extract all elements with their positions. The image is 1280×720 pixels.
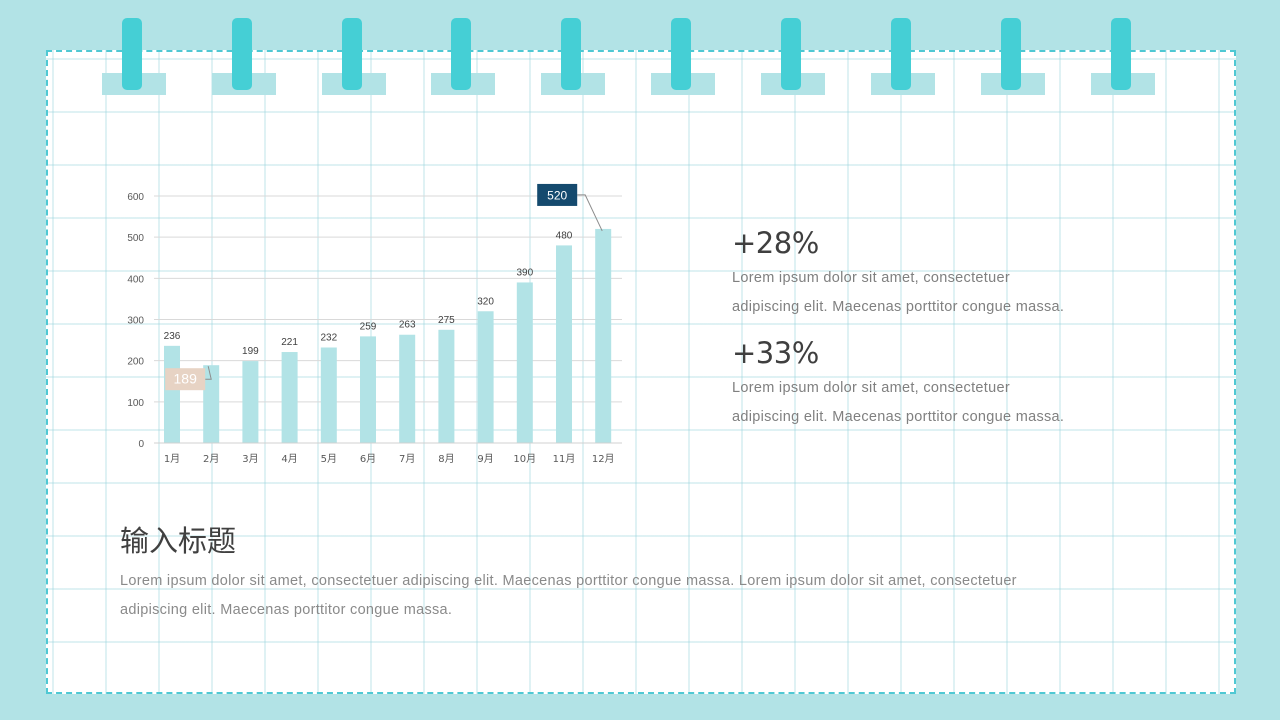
data-label: 320 — [477, 296, 494, 307]
binder-ring — [1001, 18, 1021, 90]
bar — [438, 329, 455, 443]
binder-ring — [342, 18, 362, 90]
stat-block-1: +28% Lorem ipsum dolor sit amet, consect… — [732, 226, 1152, 322]
data-label: 236 — [164, 331, 181, 342]
monthly-bar-chart: 0 100 200 300 400 500 600 236 1月 2月 199 3月 221 4月 232 5… — [127, 183, 622, 465]
bar — [360, 336, 376, 443]
binder-ring — [671, 18, 691, 90]
y-tick-label: 100 — [127, 398, 144, 409]
x-tick-label: 7月 — [399, 453, 415, 465]
stat-description-line: adipiscing elit. Maecenas porttitor cong… — [732, 409, 1065, 425]
data-label: 390 — [516, 267, 533, 278]
section-description-line: Lorem ipsum dolor sit amet, consectetuer… — [120, 573, 1017, 589]
x-tick-label: 10月 — [513, 453, 536, 465]
data-label: 221 — [281, 337, 298, 348]
bar — [516, 282, 533, 443]
bar — [242, 361, 259, 443]
binder-ring — [1111, 18, 1131, 90]
bar — [399, 334, 416, 443]
y-tick-label: 400 — [127, 274, 144, 285]
stat-block-2: +33% Lorem ipsum dolor sit amet, consect… — [732, 336, 1152, 432]
binder-ring — [232, 18, 252, 90]
data-label: 199 — [242, 346, 259, 357]
binder-ring — [781, 18, 801, 90]
data-label: 275 — [438, 315, 455, 326]
binder-ring — [561, 18, 581, 90]
notebook-paper — [46, 50, 1236, 694]
bar — [477, 311, 494, 443]
data-label: 232 — [320, 332, 337, 343]
y-tick-label: 200 — [127, 357, 144, 368]
section-description-line: adipiscing elit. Maecenas porttitor cong… — [120, 602, 453, 618]
y-tick-label: 500 — [127, 233, 144, 244]
x-tick-label: 1月 — [164, 453, 180, 465]
binder-ring — [451, 18, 471, 90]
stat-description-line: Lorem ipsum dolor sit amet, consectetuer — [732, 270, 1010, 286]
x-tick-label: 11月 — [553, 453, 576, 465]
x-tick-label: 9月 — [477, 453, 493, 465]
stat-description: Lorem ipsum dolor sit amet, consectetuer… — [732, 264, 1152, 322]
x-tick-label: 12月 — [592, 453, 615, 465]
stat-value: +28% — [732, 226, 819, 260]
data-label: 263 — [399, 320, 416, 331]
callout-label: 189 — [174, 371, 198, 387]
data-label: 259 — [360, 321, 377, 332]
stat-description-line: adipiscing elit. Maecenas porttitor cong… — [732, 299, 1065, 315]
binder-ring — [891, 18, 911, 90]
bar — [281, 352, 298, 443]
section-title: 输入标题 — [120, 524, 237, 558]
callout-box — [537, 183, 578, 206]
bar — [595, 228, 612, 443]
x-tick-label: 3月 — [242, 453, 258, 465]
stat-description-line: Lorem ipsum dolor sit amet, consectetuer — [732, 380, 1010, 396]
y-tick-label: 600 — [127, 192, 144, 203]
x-tick-label: 2月 — [203, 453, 219, 465]
x-tick-label: 5月 — [321, 453, 337, 465]
callout-leader-line — [577, 194, 603, 232]
stat-description: Lorem ipsum dolor sit amet, consectetuer… — [732, 374, 1152, 432]
binder-ring — [122, 18, 142, 90]
section-description: Lorem ipsum dolor sit amet, consectetuer… — [120, 567, 1150, 625]
callout-label: 520 — [547, 188, 567, 202]
callout-box — [165, 368, 206, 391]
bar — [203, 365, 220, 443]
x-tick-label: 6月 — [360, 453, 376, 465]
bar — [164, 345, 180, 443]
stat-value: +33% — [732, 336, 819, 370]
bar — [320, 347, 337, 443]
x-tick-label: 4月 — [281, 453, 297, 465]
y-tick-label: 300 — [127, 316, 144, 327]
y-tick-label: 0 — [138, 439, 144, 450]
x-tick-label: 8月 — [438, 453, 454, 465]
callout-leader-line — [205, 366, 212, 380]
data-label: 480 — [556, 230, 573, 241]
bar — [556, 245, 572, 443]
